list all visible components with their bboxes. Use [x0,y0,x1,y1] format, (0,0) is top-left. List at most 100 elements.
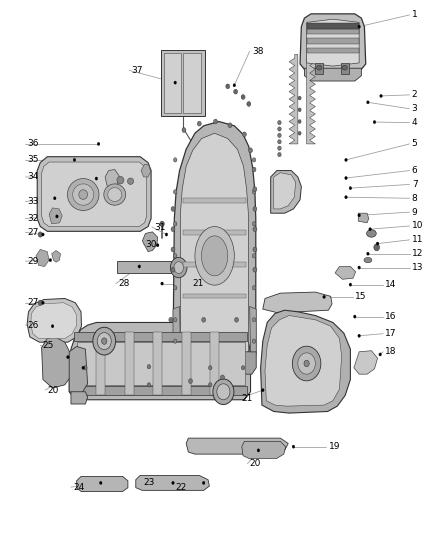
Polygon shape [180,133,248,358]
Ellipse shape [160,221,164,227]
Ellipse shape [349,187,352,190]
Polygon shape [173,122,256,368]
Ellipse shape [345,158,347,161]
Bar [164,53,181,113]
Ellipse shape [102,338,107,344]
Ellipse shape [127,178,134,184]
Text: 4: 4 [412,118,417,127]
Ellipse shape [253,267,257,272]
Ellipse shape [138,265,141,268]
Ellipse shape [67,356,69,359]
Polygon shape [27,298,81,342]
Text: 24: 24 [73,483,85,491]
Bar [182,332,191,395]
Ellipse shape [93,327,116,355]
Ellipse shape [147,383,151,387]
Bar [307,29,359,34]
Text: 18: 18 [385,348,397,356]
Text: 8: 8 [412,194,417,203]
Ellipse shape [38,232,42,237]
Ellipse shape [95,177,98,180]
Ellipse shape [214,119,217,124]
Bar [210,332,219,395]
Text: 15: 15 [355,293,366,301]
Text: 31: 31 [154,223,166,231]
Ellipse shape [147,365,151,369]
Ellipse shape [235,317,238,322]
Ellipse shape [292,445,295,448]
Bar [96,332,105,395]
Ellipse shape [173,190,177,194]
Ellipse shape [99,481,102,484]
Ellipse shape [253,187,257,191]
Ellipse shape [79,190,88,199]
Polygon shape [358,213,369,223]
Bar [341,63,349,74]
Bar [161,50,205,116]
Text: 10: 10 [412,222,423,230]
Ellipse shape [253,207,257,212]
Ellipse shape [201,317,206,322]
Ellipse shape [342,65,347,70]
Polygon shape [52,251,60,262]
Ellipse shape [278,127,281,131]
Ellipse shape [278,120,281,125]
Bar [183,262,246,266]
Text: 25: 25 [42,341,54,350]
Ellipse shape [358,266,360,269]
Polygon shape [263,292,332,313]
Polygon shape [105,169,119,188]
Polygon shape [136,475,209,490]
Ellipse shape [353,315,356,318]
Text: 26: 26 [28,321,39,329]
Ellipse shape [173,318,177,322]
Ellipse shape [358,214,360,217]
Ellipse shape [208,366,212,370]
Text: 19: 19 [328,442,340,451]
Ellipse shape [197,122,201,126]
Ellipse shape [67,179,99,211]
Ellipse shape [298,120,301,124]
Ellipse shape [84,366,87,370]
Ellipse shape [379,353,381,356]
Text: 20: 20 [47,386,59,394]
Ellipse shape [367,101,369,104]
Polygon shape [265,316,342,406]
Text: 21: 21 [241,394,252,403]
Polygon shape [300,14,366,69]
Ellipse shape [42,233,44,236]
Text: 17: 17 [385,329,397,338]
Ellipse shape [170,257,187,278]
Ellipse shape [42,301,44,304]
Polygon shape [304,68,361,81]
Ellipse shape [51,325,54,328]
Ellipse shape [253,247,257,252]
Ellipse shape [292,346,321,381]
Ellipse shape [228,123,232,128]
Ellipse shape [298,132,301,135]
Ellipse shape [171,227,175,232]
Text: 33: 33 [28,197,39,206]
Text: 7: 7 [412,180,417,189]
Ellipse shape [195,227,234,285]
Polygon shape [307,19,359,66]
Polygon shape [69,322,251,400]
Ellipse shape [241,366,245,370]
Ellipse shape [173,158,177,162]
Bar [117,261,172,273]
Bar [307,38,359,44]
Ellipse shape [252,286,256,290]
Ellipse shape [117,176,124,184]
Text: 34: 34 [28,173,39,181]
Text: 27: 27 [28,298,39,307]
Bar [74,332,247,341]
Ellipse shape [243,132,246,137]
Polygon shape [142,232,158,252]
Text: 2: 2 [412,91,417,99]
Ellipse shape [278,146,281,150]
Ellipse shape [358,334,360,337]
Ellipse shape [174,81,177,84]
Polygon shape [242,441,286,458]
Ellipse shape [278,140,281,144]
Bar [74,386,247,395]
